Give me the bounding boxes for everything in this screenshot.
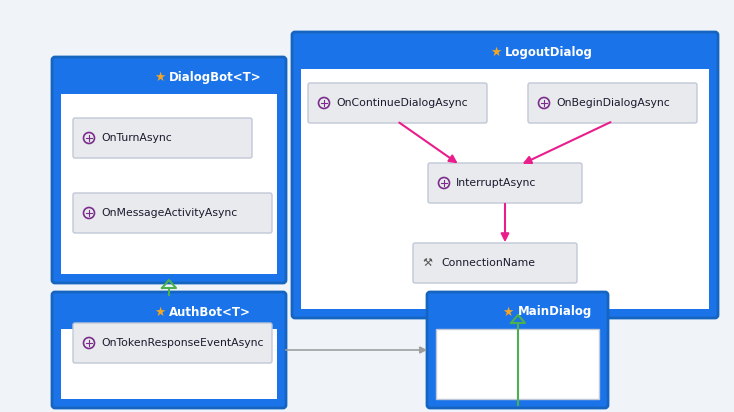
Bar	[436, 329, 599, 399]
Bar	[61, 329, 277, 399]
Text: OnBeginDialogAsync: OnBeginDialogAsync	[556, 98, 669, 108]
Text: ⚒: ⚒	[422, 258, 432, 268]
Text: AuthBot<T>: AuthBot<T>	[169, 306, 251, 318]
Bar	[301, 69, 709, 309]
Text: ★: ★	[153, 306, 165, 318]
FancyBboxPatch shape	[427, 292, 608, 408]
Text: OnMessageActivityAsync: OnMessageActivityAsync	[101, 208, 237, 218]
FancyBboxPatch shape	[73, 193, 272, 233]
FancyBboxPatch shape	[528, 83, 697, 123]
Text: MainDialog: MainDialog	[517, 306, 592, 318]
Text: ★: ★	[490, 45, 501, 59]
Text: OnTurnAsync: OnTurnAsync	[101, 133, 172, 143]
FancyBboxPatch shape	[52, 57, 286, 283]
Text: DialogBot<T>: DialogBot<T>	[169, 70, 261, 84]
Text: InterruptAsync: InterruptAsync	[456, 178, 537, 188]
Text: OnTokenResponseEventAsync: OnTokenResponseEventAsync	[101, 338, 264, 348]
Bar	[436, 329, 599, 399]
Text: OnContinueDialogAsync: OnContinueDialogAsync	[336, 98, 468, 108]
FancyBboxPatch shape	[292, 32, 718, 318]
Text: ★: ★	[153, 70, 165, 84]
Text: LogoutDialog: LogoutDialog	[505, 45, 593, 59]
FancyBboxPatch shape	[308, 83, 487, 123]
FancyBboxPatch shape	[428, 163, 582, 203]
Text: ★: ★	[502, 306, 514, 318]
FancyBboxPatch shape	[413, 243, 577, 283]
FancyBboxPatch shape	[73, 323, 272, 363]
FancyBboxPatch shape	[73, 118, 252, 158]
FancyBboxPatch shape	[52, 292, 286, 408]
Bar	[61, 94, 277, 274]
Text: ConnectionName: ConnectionName	[441, 258, 535, 268]
